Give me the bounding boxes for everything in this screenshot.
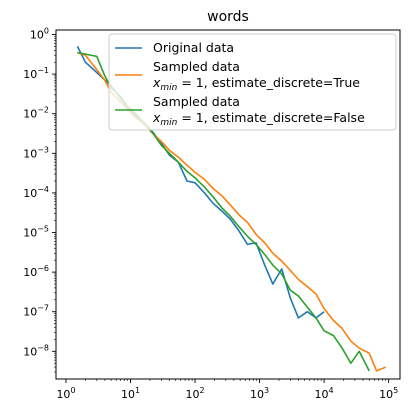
x-tick-label: 102 bbox=[186, 386, 205, 401]
legend-label-2: Sampled data bbox=[153, 94, 240, 109]
y-tick-label: 10−7 bbox=[23, 304, 49, 319]
ticks: 100 101 102 103 104 105 100 10−1 10−2 10−3 10−4 10−… bbox=[23, 27, 398, 401]
y-tick-label: 10−6 bbox=[23, 264, 49, 279]
legend-label-1: Sampled data bbox=[153, 59, 240, 74]
chart-title: words bbox=[207, 9, 249, 25]
y-tick-label: 10−8 bbox=[23, 343, 49, 358]
y-tick-label: 10−4 bbox=[23, 185, 49, 200]
x-tick-label: 101 bbox=[121, 386, 140, 401]
legend-label-0: Original data bbox=[153, 40, 234, 55]
y-tick-label: 10−1 bbox=[23, 66, 49, 81]
y-tick-label: 10−2 bbox=[23, 106, 49, 121]
x-tick-label: 105 bbox=[379, 386, 398, 401]
x-tick-label: 104 bbox=[315, 386, 334, 401]
x-tick-label: 103 bbox=[250, 386, 269, 401]
y-tick-label: 10−3 bbox=[23, 145, 49, 160]
y-tick-label: 100 bbox=[30, 27, 49, 42]
legend-label-1: xmin = 1, estimate_discrete=True bbox=[152, 75, 360, 93]
legend-box bbox=[108, 33, 397, 131]
x-tick-label: 100 bbox=[56, 386, 75, 401]
legend-label-2: xmin = 1, estimate_discrete=False bbox=[152, 110, 365, 128]
plot-area bbox=[55, 29, 401, 380]
axes-frame bbox=[55, 29, 401, 380]
y-tick-label: 10−5 bbox=[23, 225, 49, 240]
